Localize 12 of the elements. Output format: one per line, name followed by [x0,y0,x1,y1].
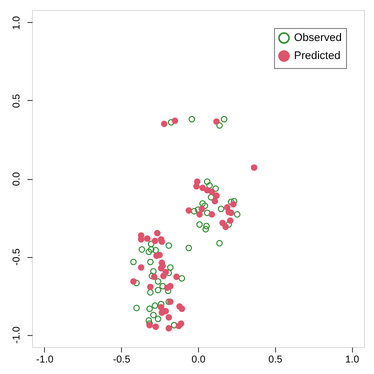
y-tick-label: -0.5 [12,248,22,266]
x-tick-label: -1.0 [36,354,54,366]
legend-label: Predicted [294,50,340,62]
x-tick-label: -0.5 [113,354,131,366]
x-tick-label: 1.0 [345,354,360,366]
y-tick-label: 1.0 [12,16,22,30]
y-tick-label: 0.5 [12,94,22,108]
y-tick-label: 0.0 [12,172,22,186]
legend-label: Observed [294,32,342,44]
y-tick-label: -1.0 [12,326,22,344]
x-tick-label: 0.5 [268,354,283,366]
x-tick-label: 0.0 [192,354,206,366]
